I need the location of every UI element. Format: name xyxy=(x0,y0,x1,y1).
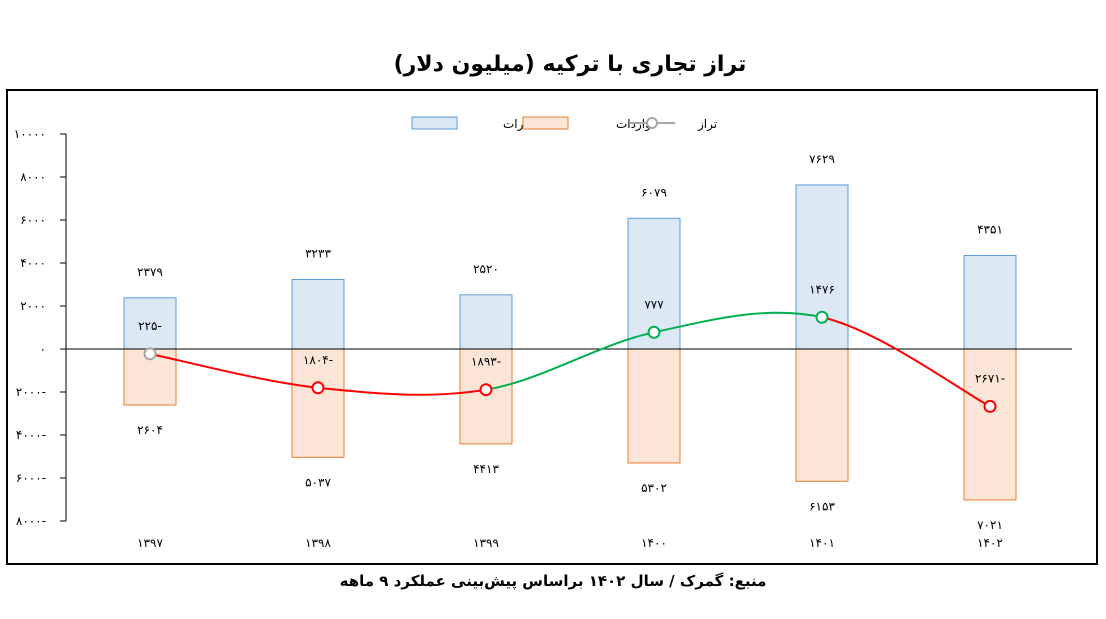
y-tick-label: ۲۰۰۰ xyxy=(20,299,46,313)
legend-balance-marker xyxy=(646,117,658,129)
chart-source-note: منبع: گمرک / سال ۱۴۰۲ براساس پیش‌بینی عم… xyxy=(339,572,767,590)
balance-data-label: ۱۸۹۳- xyxy=(471,355,501,369)
import-data-label: ۶۱۵۳ xyxy=(809,499,835,513)
legend-export-swatch xyxy=(411,116,458,130)
export-bar xyxy=(291,278,345,350)
y-tick-label: ۴۰۰۰ xyxy=(20,256,46,270)
legend-import-swatch xyxy=(522,116,569,130)
export-bar xyxy=(123,297,177,350)
balance-marker xyxy=(983,399,997,413)
x-tick-label: ۱۴۰۱ xyxy=(809,536,835,550)
y-tick-label: ۰ xyxy=(40,342,46,356)
balance-line-segment xyxy=(653,311,823,334)
balance-data-label: ۲۲۵- xyxy=(138,319,162,333)
export-bar xyxy=(459,294,513,350)
y-tick-label: ۶۰۰۰ xyxy=(20,213,46,227)
import-bar xyxy=(627,348,681,464)
export-bar xyxy=(963,254,1017,350)
x-tick-label: ۱۴۰۰ xyxy=(641,536,667,550)
x-tick-label: ۱۴۰۲ xyxy=(977,536,1003,550)
x-tick-label: ۱۳۹۸ xyxy=(305,536,331,550)
export-data-label: ۴۳۵۱ xyxy=(977,222,1003,236)
chart-frame xyxy=(6,89,1098,565)
import-data-label: ۵۳۰۲ xyxy=(641,481,667,495)
export-data-label: ۲۳۷۹ xyxy=(137,265,163,279)
import-data-label: ۵۰۳۷ xyxy=(305,475,331,489)
balance-data-label: ۲۶۷۱- xyxy=(975,371,1005,385)
chart-title: تراز تجاری با ترکیه (میلیون دلار) xyxy=(393,52,747,77)
export-data-label: ۳۲۳۳ xyxy=(305,246,331,260)
x-tick-label: ۱۳۹۷ xyxy=(137,536,163,550)
balance-line-segment xyxy=(485,331,655,391)
balance-line-segment xyxy=(149,352,319,389)
balance-line-segment xyxy=(821,316,991,408)
import-bar xyxy=(291,348,345,458)
balance-marker xyxy=(311,381,325,395)
balance-marker xyxy=(815,310,829,324)
balance-marker xyxy=(479,383,493,397)
balance-marker xyxy=(647,325,661,339)
import-data-label: ۷۰۲۱ xyxy=(977,518,1003,532)
y-tick-label: ۱۰۰۰۰ xyxy=(14,127,46,141)
import-data-label: ۴۴۱۳ xyxy=(473,462,499,476)
y-tick-label: ۴۰۰۰- xyxy=(16,428,46,442)
balance-marker xyxy=(143,347,157,361)
import-data-label: ۲۶۰۴ xyxy=(137,423,163,437)
y-tick-label: ۲۰۰۰- xyxy=(16,385,46,399)
legend-import-label: واردات xyxy=(616,117,651,132)
export-data-label: ۶۰۷۹ xyxy=(641,185,667,199)
x-tick-label: ۱۳۹۹ xyxy=(473,536,499,550)
import-bar xyxy=(795,348,849,482)
balance-line-segment xyxy=(317,386,487,396)
y-tick-label: ۸۰۰۰- xyxy=(16,514,46,528)
balance-data-label: ۷۷۷ xyxy=(644,297,664,311)
y-tick-label: ۸۰۰۰ xyxy=(20,170,46,184)
balance-data-label: ۱۴۷۶ xyxy=(809,282,835,296)
legend-balance-label: تراز xyxy=(697,117,717,132)
import-bar xyxy=(459,348,513,445)
export-bar xyxy=(795,184,849,350)
balance-data-label: ۱۸۰۴- xyxy=(303,353,333,367)
export-data-label: ۲۵۲۰ xyxy=(473,262,499,276)
y-tick-label: ۶۰۰۰- xyxy=(16,471,46,485)
export-data-label: ۷۶۲۹ xyxy=(809,152,835,166)
